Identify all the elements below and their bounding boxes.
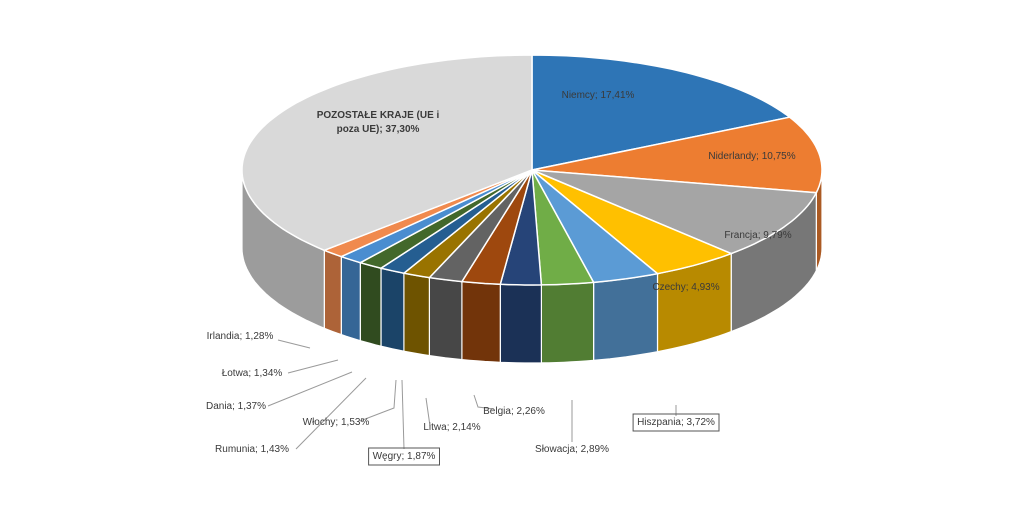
leader-line-litwa [425,397,431,427]
pie-slice-niderlandy [531,116,823,194]
data-label-belgia: Belgia; 2,26% [483,406,545,417]
pie-tops [241,54,823,286]
pie-slice-niemcy [531,54,792,171]
pie-slice-francja [531,169,818,255]
pie-side-litwa [461,280,501,363]
pie-slice-belgia [499,169,543,286]
pie-side-dania [359,261,382,347]
pie-slice-pozostale-kraje-ue-i-poza-ue [241,54,533,252]
pie-slice-czechy [531,169,734,275]
data-label-rumunia: Rumunia; 1,43% [215,444,289,455]
label-leaders [267,339,677,450]
pie-side-wlochy [403,272,430,357]
pie-side-lotwa [340,255,361,342]
data-label-litwa: Litwa; 2,14% [423,422,480,433]
leader-line-irlandia [277,339,311,349]
data-label-irlandia: Irlandia; 1,28% [207,331,274,342]
data-label-niderlandy: Niderlandy; 10,75% [708,151,795,162]
leader-line-dania [267,371,353,407]
label-box-hiszpania [632,413,720,432]
pie-side-irlandia [323,249,342,336]
data-label-wegry: Węgry; 1,87% [373,451,436,462]
pie-side-wegry [428,276,463,361]
data-label-dania: Dania; 1,37% [206,401,266,412]
pie-slice-hiszpania [531,169,660,284]
data-label-lotwa: Łotwa; 1,34% [222,368,283,379]
data-label-francja: Francja; 9,79% [724,230,791,241]
leader-line-wlochy [359,379,397,422]
data-label-wlochy: Włochy; 1,53% [303,417,370,428]
pie-slice-slowacja [531,169,595,286]
data-label-czechy: Czechy; 4,93% [652,282,719,293]
pie-side-belgia [499,283,542,364]
leader-line-belgia [473,394,495,410]
pie-sides [241,169,823,364]
data-label-pozostale-kraje-ue-i-poza-ue: POZOSTAŁE KRAJE (UE i poza UE); 37,30% [317,110,440,135]
data-label-hiszpania: Hiszpania; 3,72% [637,417,715,428]
leader-line-rumunia [295,377,367,450]
label-box-wegry [368,447,441,466]
pie-side-rumunia [380,267,405,352]
pie-side-hiszpania [593,272,659,362]
data-label-slowacja: Słowacja; 2,89% [535,444,609,455]
pie-labels: Niemcy; 17,41% Niderlandy; 10,75% Francja;… [206,90,796,466]
leader-line-wegry [401,379,405,450]
data-label-niemcy: Niemcy; 17,41% [562,90,635,101]
pie-side-slowacja [540,281,595,364]
leader-line-lotwa [287,359,339,374]
